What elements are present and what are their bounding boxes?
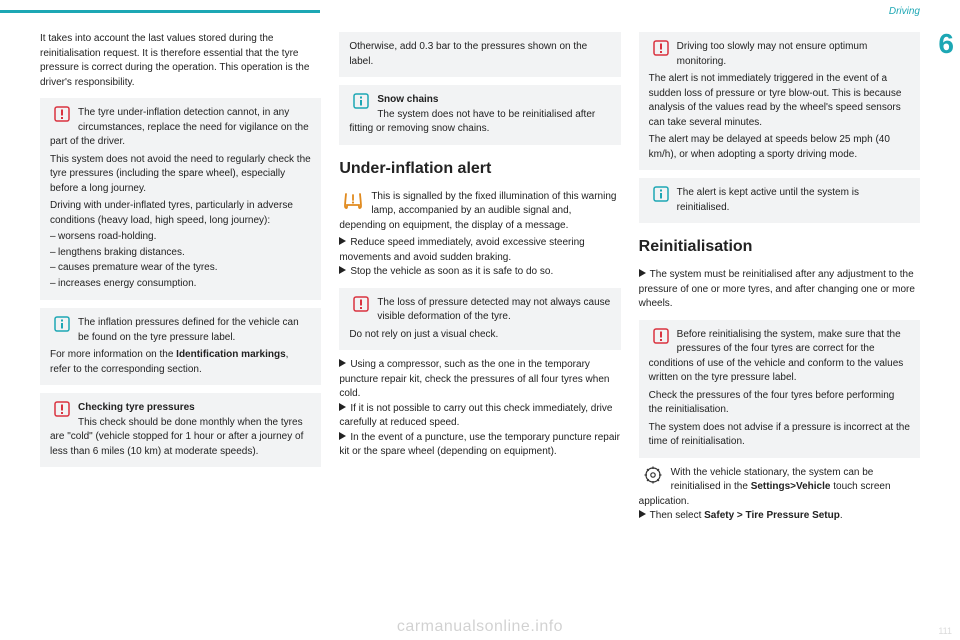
section-label: Driving [889, 6, 920, 17]
intro-paragraph: It takes into account the last values st… [40, 32, 321, 90]
header-accent-bar [0, 10, 320, 13]
triangle-bullet-icon [339, 266, 346, 274]
info-box-snow-chains: Snow chains The system does not have to … [339, 85, 620, 145]
tri-text: In the event of a puncture, use the temp… [339, 432, 620, 458]
tri-text: Using a compressor, such as the one in t… [339, 359, 609, 399]
checking-title: Checking tyre pressures [78, 402, 195, 413]
warning-icon [349, 296, 373, 318]
alert-active-text: The alert is kept active until the syste… [649, 186, 910, 215]
column-1: It takes into account the last values st… [40, 32, 321, 628]
triangle-bullet-icon [639, 510, 646, 518]
chapter-number: 6 [938, 28, 954, 60]
tri-text: If it is not possible to carry out this … [339, 403, 612, 429]
info-icon [50, 316, 74, 338]
triangle-bullet-icon [339, 403, 346, 411]
gear-p1: With the vehicle stationary, the system … [639, 466, 920, 510]
tri-text: Then select [650, 510, 704, 521]
tri-text: Reduce speed immediately, avoid excessiv… [339, 237, 584, 263]
info-box-label: The inflation pressures defined for the … [40, 308, 321, 385]
mon-p2: The alert is not immediately triggered i… [649, 72, 910, 130]
reinit-p1: Before reinitialising the system, make s… [649, 328, 910, 386]
warn1-p1: The tyre under-inflation detection canno… [50, 106, 311, 150]
tyre-warning-icon [339, 190, 367, 214]
triangle-bullet-icon [339, 432, 346, 440]
bullet: increases energy consumption. [58, 278, 196, 289]
warning-box-checking: Checking tyre pressures This check shoul… [40, 393, 321, 467]
warning-box-visual-check: The loss of pressure detected may not al… [339, 288, 620, 351]
warning-icon [50, 401, 74, 423]
gear-instructions: With the vehicle stationary, the system … [639, 466, 920, 524]
warning-box-vigilance: The tyre under-inflation detection canno… [40, 98, 321, 300]
warn1-bullets: –worsens road-holding. –lengthens brakin… [50, 230, 311, 291]
triangle-bullet-icon [339, 359, 346, 367]
box-otherwise-text: Otherwise, add 0.3 bar to the pressures … [349, 40, 610, 69]
box-otherwise: Otherwise, add 0.3 bar to the pressures … [339, 32, 620, 77]
tri-text: The system must be reinitialised after a… [639, 269, 915, 309]
mon-p1: Driving too slowly may not ensure optimu… [649, 40, 910, 69]
visual-p1: The loss of pressure detected may not al… [349, 296, 610, 325]
tri-bold: Safety > Tire Pressure Setup [704, 510, 840, 521]
triangle-bullet-icon [339, 237, 346, 245]
column-3: Driving too slowly may not ensure optimu… [639, 32, 920, 628]
warning-icon [50, 106, 74, 128]
checking-body: This check should be done monthly when t… [50, 416, 311, 460]
alert-paragraph: This is signalled by the fixed illuminat… [339, 190, 620, 234]
bullet: worsens road-holding. [58, 231, 156, 242]
gear-icon [639, 466, 667, 490]
heading-reinitialisation: Reinitialisation [639, 235, 920, 258]
info1-p1: The inflation pressures defined for the … [50, 316, 311, 345]
tri-text: . [840, 510, 843, 521]
warning-icon [649, 40, 673, 62]
bullet: causes premature wear of the tyres. [58, 262, 218, 273]
page-header: Driving [0, 0, 960, 16]
mon-p3: The alert may be delayed at speeds below… [649, 133, 910, 162]
reinit-p2: Check the pressures of the four tyres be… [649, 389, 910, 418]
warn1-p2: This system does not avoid the need to r… [50, 153, 311, 197]
warning-box-monitoring: Driving too slowly may not ensure optimu… [639, 32, 920, 170]
warn1-p3: Driving with under-inflated tyres, parti… [50, 199, 311, 228]
snow-chains-title: Snow chains [377, 94, 438, 105]
info1-p2: For more information on the Identificati… [50, 348, 311, 377]
warning-box-before-reinit: Before reinitialising the system, make s… [639, 320, 920, 458]
page-content: It takes into account the last values st… [40, 32, 920, 628]
compressor-steps: Using a compressor, such as the one in t… [339, 358, 620, 460]
heading-under-inflation: Under-inflation alert [339, 157, 620, 180]
tri-text: Stop the vehicle as soon as it is safe t… [350, 266, 553, 277]
page-number-small: 111 [938, 626, 952, 636]
column-2: Otherwise, add 0.3 bar to the pressures … [339, 32, 620, 628]
snow-chains-body: The system does not have to be reinitial… [349, 108, 610, 137]
info-icon [349, 93, 373, 115]
triangle-bullet-icon [639, 269, 646, 277]
info-box-alert-active: The alert is kept active until the syste… [639, 178, 920, 223]
under-inflation-body: This is signalled by the fixed illuminat… [339, 190, 620, 280]
warning-icon [649, 328, 673, 350]
bullet: lengthens braking distances. [58, 247, 185, 258]
info-icon [649, 186, 673, 208]
reinit-p3: The system does not advise if a pressure… [649, 421, 910, 450]
visual-p2: Do not rely on just a visual check. [349, 328, 610, 343]
